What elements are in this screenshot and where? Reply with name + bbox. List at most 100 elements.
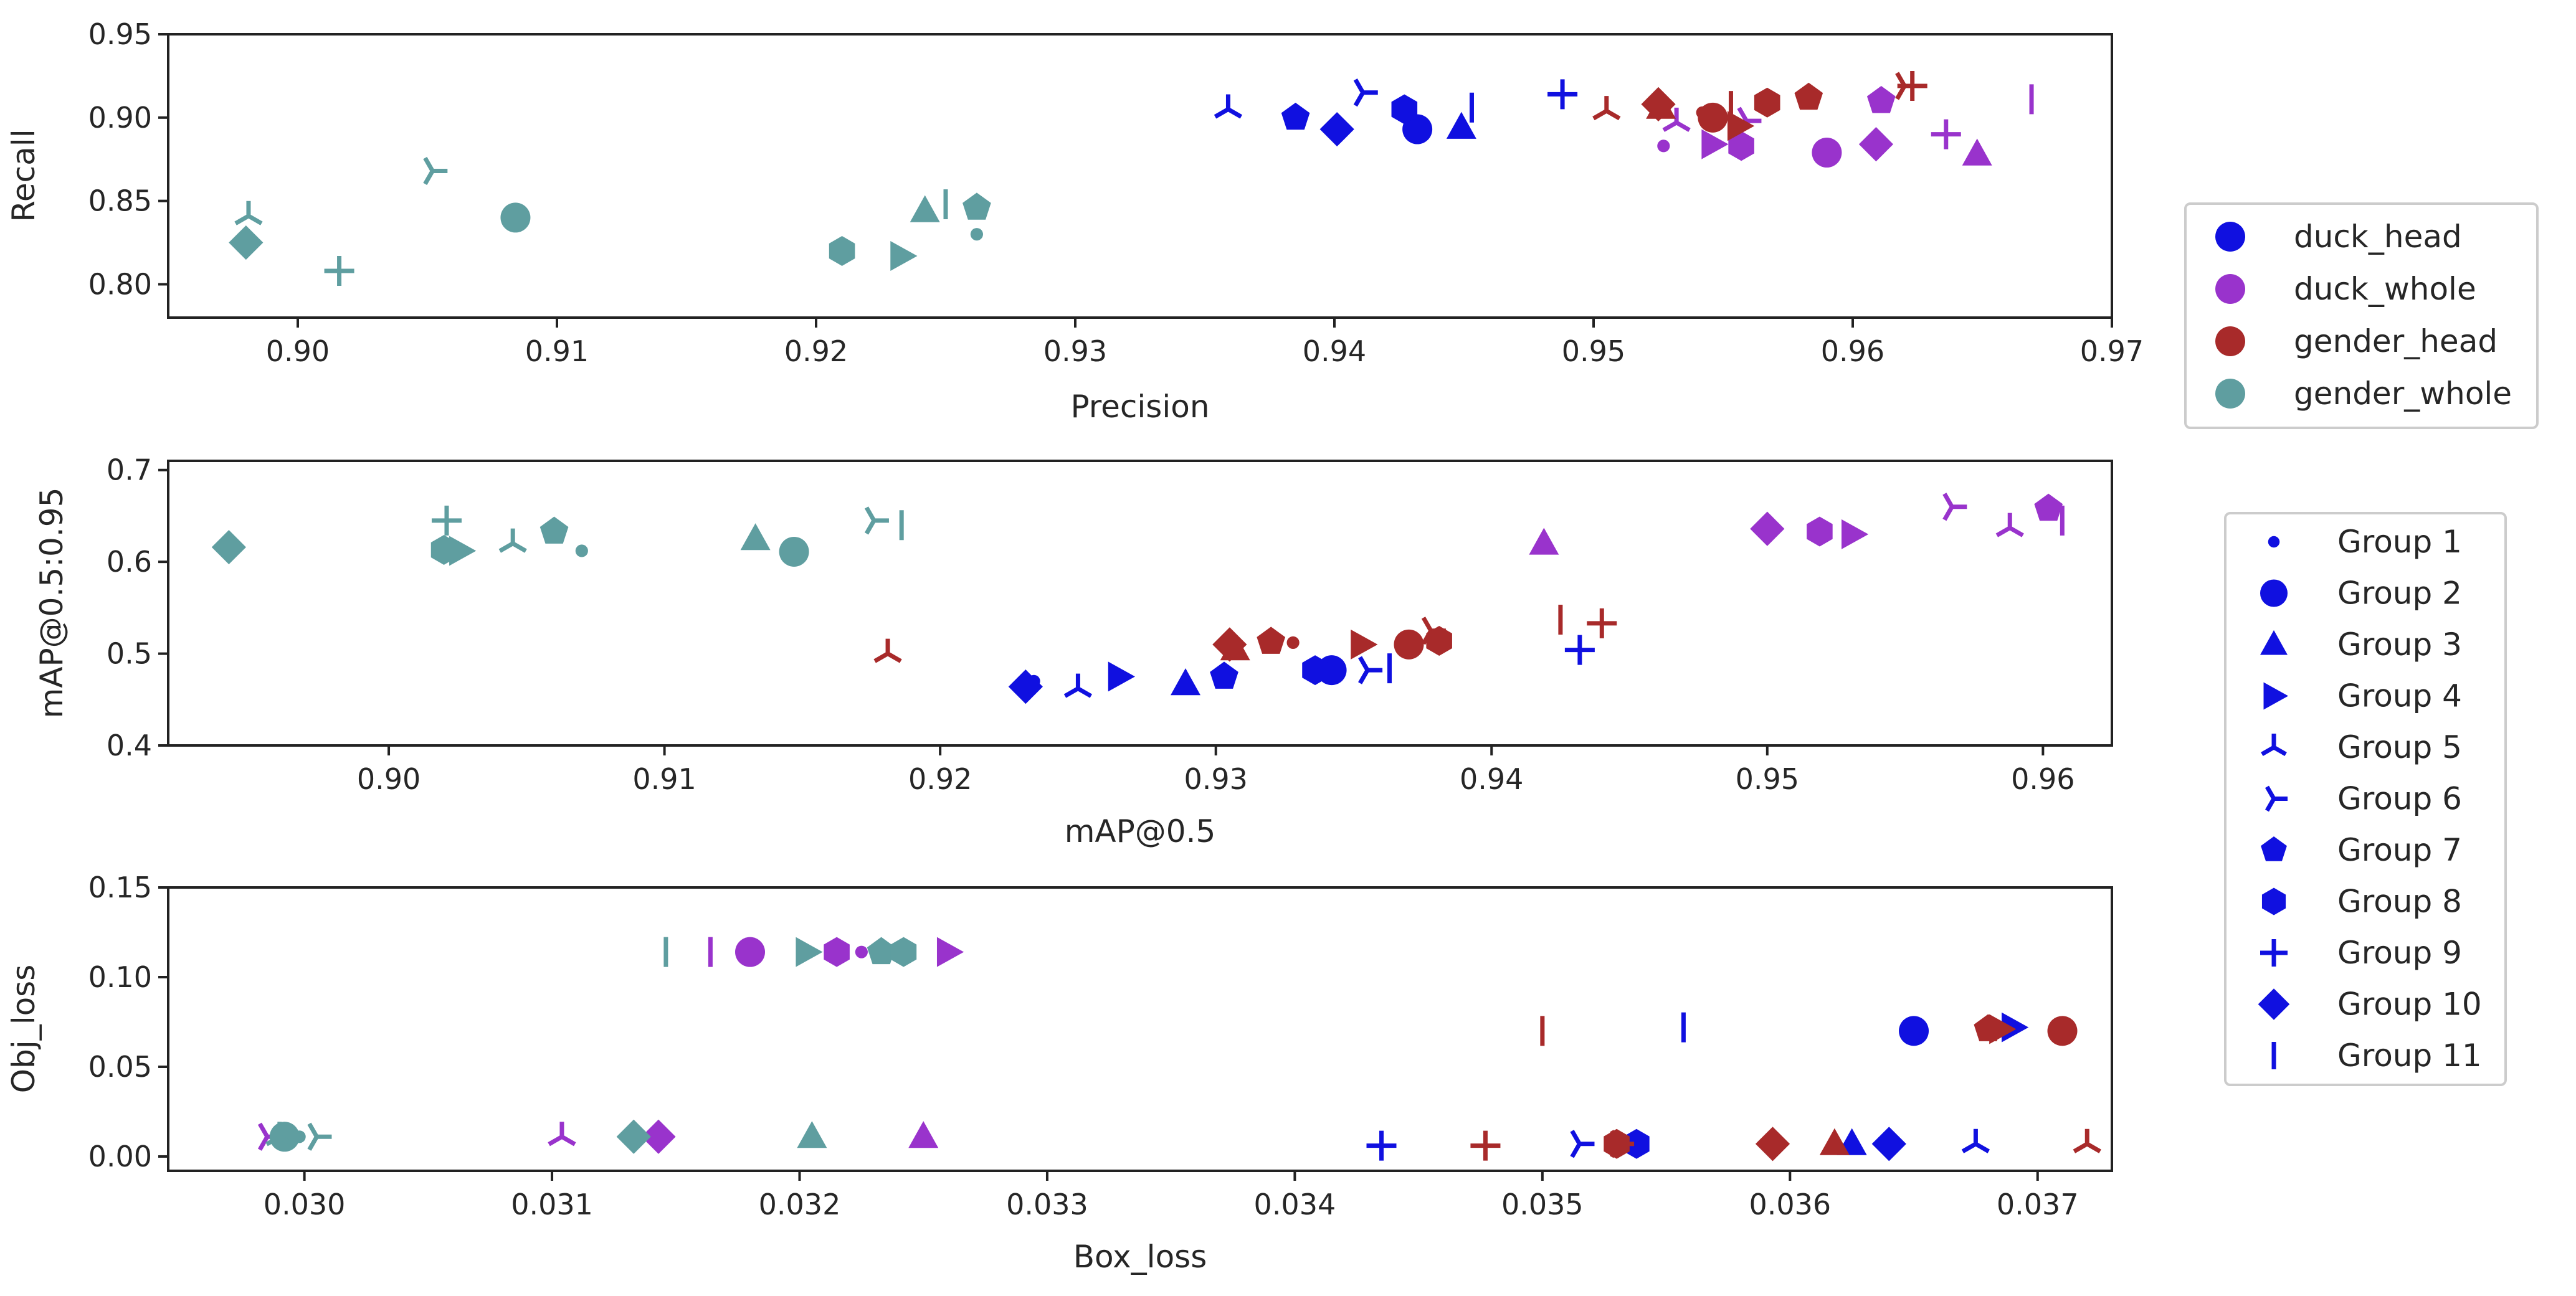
point-duck_whole-group-5 [1662, 107, 1691, 132]
point-duck_whole-group-10 [1750, 511, 1785, 546]
x-tick-label: 0.96 [1821, 334, 1884, 368]
legend-label-gender_whole: gender_whole [2294, 376, 2512, 412]
point-gender_whole-group-10 [616, 1119, 651, 1154]
point-duck_whole-group-4 [936, 937, 964, 967]
point-duck_head-group-5 [1961, 1128, 1990, 1153]
legend-marker-group-7 [2261, 836, 2287, 861]
legend-marker-duck_head [2215, 222, 2245, 252]
point-gender_head-group-4 [1351, 629, 1378, 660]
axes-frame [167, 460, 2113, 747]
point-duck_whole-group-4 [1842, 519, 1869, 549]
legend-label-group-11: Group 11 [2337, 1038, 2482, 1074]
legend-marker-group-1 [2268, 536, 2280, 548]
point-duck_head-group-3 [1446, 111, 1476, 139]
point-duck_whole-group-9 [1931, 119, 1961, 149]
point-duck_head-group-7 [1210, 661, 1238, 689]
point-gender_whole-group-3 [910, 195, 940, 222]
legend-marker-gender_head [2215, 326, 2245, 356]
point-duck_whole-group-7 [2034, 493, 2063, 521]
point-gender_whole-group-7 [962, 192, 991, 220]
point-duck_whole-group-6 [1942, 493, 1967, 521]
x-tick-label: 0.95 [1562, 334, 1625, 368]
legend-label-gender_head: gender_head [2294, 323, 2498, 359]
point-duck_head-group-8 [1302, 655, 1328, 686]
point-gender_head-group-5 [2073, 1128, 2101, 1153]
legend-marker-group-8 [2261, 887, 2286, 915]
point-gender_whole-group-10 [229, 225, 264, 260]
legend-label-group-5: Group 5 [2337, 729, 2462, 765]
subplots: 0.90 0.91 0.92 0.93 0.94 0.95 0.96 0.97 0.80 0.85… [6, 17, 2144, 1275]
point-gender_whole-group-9 [431, 505, 462, 536]
legend-marker-gender_whole [2215, 379, 2245, 409]
point-duck_whole-group-3 [908, 1121, 939, 1148]
point-duck_head-group-2 [1402, 114, 1433, 144]
point-duck_head-group-9 [1564, 635, 1595, 665]
legend-label-duck_head: duck_head [2294, 219, 2462, 255]
point-gender_whole-group-8 [430, 534, 457, 565]
point-duck_head-group-10 [1008, 669, 1043, 704]
point-gender_head-group-2 [2047, 1016, 2078, 1046]
map50-95-axis-label: mAP@0.5:0.95 [34, 488, 70, 719]
x-tick-label: 0.031 [511, 1188, 593, 1221]
point-gender_whole-group-7 [539, 516, 569, 544]
x-tick-label: 0.90 [357, 762, 421, 796]
point-duck_head-group-10 [1871, 1127, 1906, 1161]
point-gender_whole-group-3 [740, 523, 771, 551]
legend-label-duck_whole: duck_whole [2294, 271, 2476, 307]
point-duck_whole-group-1 [1657, 140, 1670, 153]
point-gender_head-group-7 [1794, 82, 1823, 110]
recall-axis-label: Recall [6, 129, 42, 222]
dataset-legend: duck_head duck_whole gender_head gender_who… [2184, 202, 2539, 429]
point-gender_head-group-5 [1592, 96, 1621, 121]
legend-marker-group-10 [2258, 988, 2290, 1020]
x-tick-label: 0.91 [525, 334, 589, 368]
point-gender_whole-group-3 [797, 1121, 827, 1148]
axes-frame [167, 886, 2113, 1172]
precision-axis-label: Precision [1070, 389, 1209, 425]
point-gender_whole-group-6 [423, 156, 448, 186]
legend-label-group-6: Group 6 [2337, 781, 2462, 817]
point-gender_head-group-7 [1974, 1014, 2003, 1041]
x-tick-label: 0.93 [1184, 762, 1247, 796]
point-gender_head-group-8 [1426, 625, 1452, 656]
point-duck_head-group-9 [1547, 79, 1578, 110]
point-duck_whole-group-7 [1866, 86, 1896, 113]
point-duck_head-group-6 [1358, 656, 1383, 684]
y-tick-label: 0.85 [88, 184, 152, 218]
point-gender_head-group-9 [1587, 608, 1617, 638]
data-points [229, 70, 2034, 286]
point-gender_whole-group-1 [970, 228, 984, 241]
point-gender_whole-group-2 [269, 1122, 300, 1152]
legend-marker-group-4 [2263, 682, 2289, 710]
point-duck_head-group-4 [2002, 1012, 2029, 1043]
data-points [211, 493, 2065, 704]
legend-label-group-7: Group 7 [2337, 832, 2462, 868]
point-gender_whole-group-2 [500, 202, 531, 233]
point-duck_whole-group-2 [1812, 138, 1842, 168]
y-tick-label: 0.15 [88, 871, 152, 904]
point-duck_head-group-2 [1899, 1016, 1929, 1046]
y-tick-label: 0.90 [88, 101, 152, 135]
point-duck_head-group-8 [1623, 1128, 1650, 1159]
point-gender_head-group-8 [1754, 87, 1780, 118]
map50-axis-label: mAP@0.5 [1065, 813, 1216, 849]
y-tick-label: 0.4 [107, 729, 152, 762]
legend-label-group-2: Group 2 [2337, 575, 2462, 612]
point-gender_whole-group-5 [265, 1122, 294, 1147]
point-gender_head-group-9 [1470, 1130, 1501, 1161]
obj-loss-axis-label: Obj_loss [6, 965, 42, 1094]
subplot-2: 0.90 0.91 0.92 0.93 0.94 0.95 0.96 0.4 0.5 0.6 0.7… [34, 453, 2113, 849]
point-duck_whole-group-10 [641, 1119, 676, 1154]
point-gender_whole-group-4 [890, 240, 918, 271]
point-duck_head-group-3 [1171, 668, 1201, 696]
point-duck_whole-group-1 [855, 945, 868, 958]
point-gender_head-group-2 [1394, 629, 1424, 660]
dataset-legend-box [2184, 202, 2539, 429]
point-duck_whole-group-10 [1858, 127, 1894, 162]
x-tick-label: 0.95 [1736, 762, 1799, 796]
point-gender_head-group-8 [1604, 1128, 1630, 1159]
point-gender_whole-group-6 [307, 1122, 332, 1151]
legend-marker-group-3 [2260, 630, 2288, 655]
point-gender_whole-group-9 [324, 256, 354, 286]
